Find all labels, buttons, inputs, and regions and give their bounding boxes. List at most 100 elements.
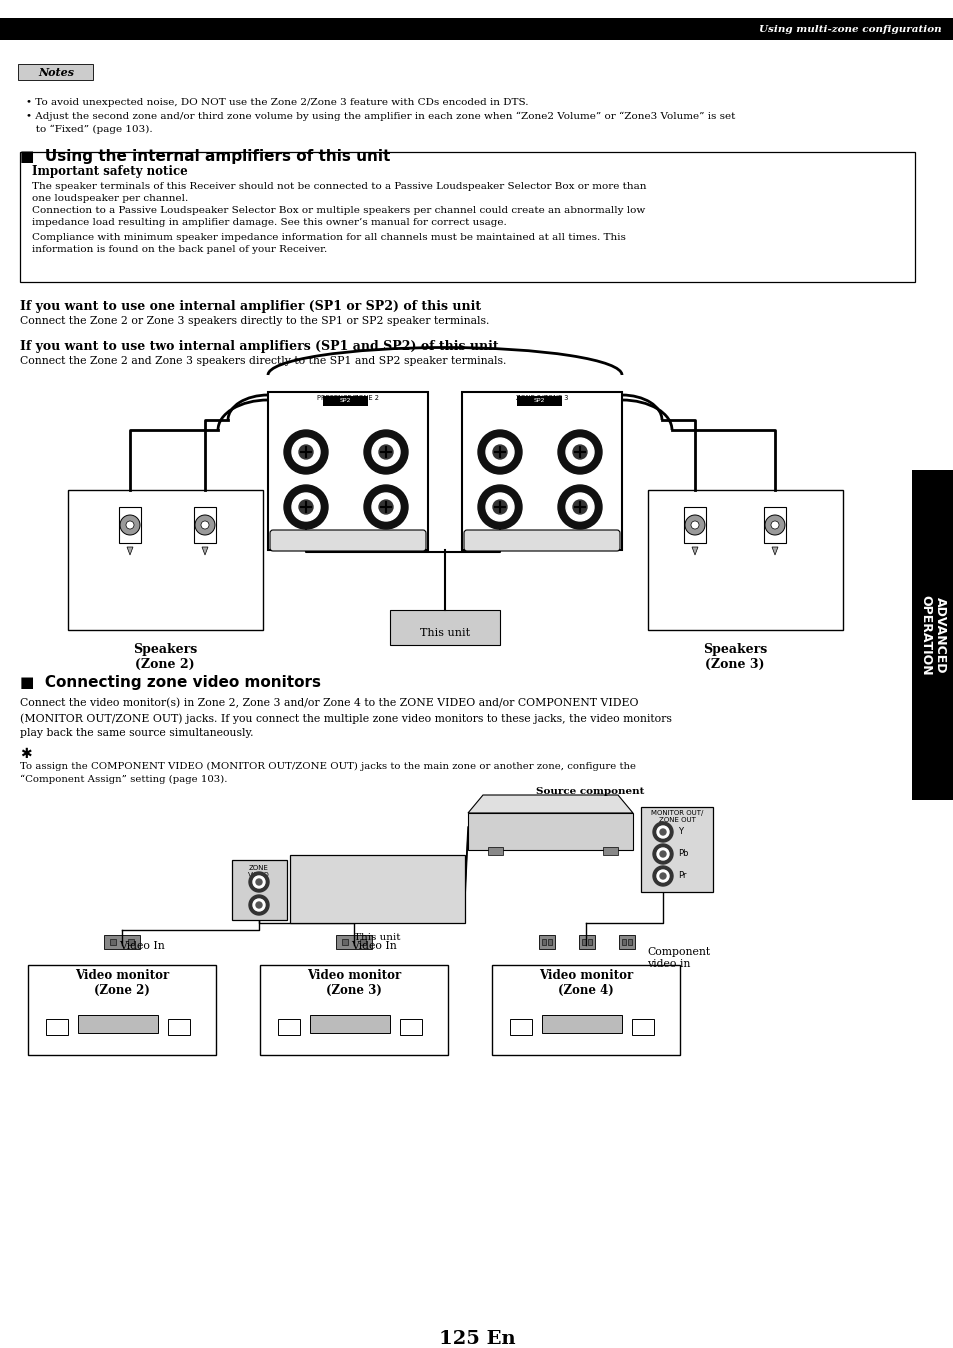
Circle shape bbox=[690, 520, 699, 528]
Circle shape bbox=[372, 438, 399, 466]
Circle shape bbox=[485, 438, 514, 466]
Circle shape bbox=[298, 500, 313, 514]
Circle shape bbox=[770, 520, 779, 528]
Circle shape bbox=[659, 874, 665, 879]
Text: Connection to a Passive Loudspeaker Selector Box or multiple speakers per channe: Connection to a Passive Loudspeaker Sele… bbox=[32, 206, 644, 214]
Text: information is found on the back panel of your Receiver.: information is found on the back panel o… bbox=[32, 245, 327, 253]
Bar bbox=[128, 940, 133, 945]
Circle shape bbox=[652, 844, 672, 864]
Text: Video In: Video In bbox=[351, 941, 396, 950]
Circle shape bbox=[493, 445, 506, 460]
Text: PRESENCE/ZONE 2: PRESENCE/ZONE 2 bbox=[316, 395, 378, 400]
Circle shape bbox=[652, 822, 672, 842]
Circle shape bbox=[493, 500, 506, 514]
Bar bbox=[119, 507, 141, 543]
Bar bbox=[581, 940, 585, 945]
Circle shape bbox=[292, 438, 319, 466]
Polygon shape bbox=[691, 547, 698, 555]
Text: one loudspeaker per channel.: one loudspeaker per channel. bbox=[32, 194, 188, 204]
Text: Connect the Zone 2 or Zone 3 speakers directly to the SP1 or SP2 speaker termina: Connect the Zone 2 or Zone 3 speakers di… bbox=[20, 315, 489, 326]
Polygon shape bbox=[468, 795, 633, 813]
Text: The speaker terminals of this Receiver should not be connected to a Passive Loud: The speaker terminals of this Receiver s… bbox=[32, 182, 646, 191]
Circle shape bbox=[253, 899, 265, 911]
Bar bbox=[390, 611, 499, 644]
Circle shape bbox=[659, 829, 665, 834]
Bar bbox=[517, 396, 561, 406]
Circle shape bbox=[477, 485, 521, 528]
Circle shape bbox=[249, 895, 269, 915]
Text: 125 En: 125 En bbox=[438, 1330, 515, 1348]
Bar bbox=[168, 1019, 190, 1035]
Text: Compliance with minimum speaker impedance information for all channels must be m: Compliance with minimum speaker impedanc… bbox=[32, 233, 625, 243]
Circle shape bbox=[249, 872, 269, 892]
Circle shape bbox=[573, 500, 586, 514]
Circle shape bbox=[565, 493, 594, 520]
Bar bbox=[78, 1015, 158, 1033]
Text: Using multi-zone configuration: Using multi-zone configuration bbox=[759, 24, 941, 34]
Bar bbox=[110, 940, 116, 945]
Circle shape bbox=[657, 826, 668, 838]
Circle shape bbox=[684, 515, 704, 535]
Bar bbox=[323, 396, 368, 406]
Text: Video monitor
(Zone 4): Video monitor (Zone 4) bbox=[538, 969, 633, 998]
Circle shape bbox=[659, 851, 665, 857]
Circle shape bbox=[485, 493, 514, 520]
Bar bbox=[627, 940, 631, 945]
Text: Speakers
(Zone 3): Speakers (Zone 3) bbox=[702, 643, 766, 671]
Bar bbox=[602, 847, 618, 855]
Text: This unit: This unit bbox=[354, 933, 400, 942]
Text: This unit: This unit bbox=[419, 628, 470, 638]
Bar bbox=[763, 507, 785, 543]
Circle shape bbox=[378, 445, 393, 460]
Circle shape bbox=[255, 902, 262, 909]
Circle shape bbox=[364, 430, 408, 474]
Bar bbox=[683, 507, 705, 543]
Text: • Adjust the second zone and/or third zone volume by using the amplifier in each: • Adjust the second zone and/or third zo… bbox=[26, 112, 735, 121]
Circle shape bbox=[194, 515, 214, 535]
Text: If you want to use one internal amplifier (SP1 or SP2) of this unit: If you want to use one internal amplifie… bbox=[20, 301, 480, 313]
Text: Video monitor
(Zone 2): Video monitor (Zone 2) bbox=[74, 969, 169, 998]
Bar bbox=[193, 507, 215, 543]
Text: to “Fixed” (page 103).: to “Fixed” (page 103). bbox=[26, 125, 152, 135]
Polygon shape bbox=[202, 547, 208, 555]
Circle shape bbox=[364, 485, 408, 528]
Text: “Component Assign” setting (page 103).: “Component Assign” setting (page 103). bbox=[20, 775, 227, 785]
Bar bbox=[640, 807, 712, 892]
Bar bbox=[232, 860, 287, 919]
Text: (MONITOR OUT/ZONE OUT) jacks. If you connect the multiple zone video monitors to: (MONITOR OUT/ZONE OUT) jacks. If you con… bbox=[20, 713, 671, 724]
Bar bbox=[335, 936, 372, 949]
Text: • To avoid unexpected noise, DO NOT use the Zone 2/Zone 3 feature with CDs encod: • To avoid unexpected noise, DO NOT use … bbox=[26, 98, 528, 106]
Circle shape bbox=[201, 520, 209, 528]
Bar bbox=[647, 491, 842, 630]
Bar bbox=[492, 965, 679, 1055]
Bar bbox=[18, 63, 92, 80]
Circle shape bbox=[372, 493, 399, 520]
Bar bbox=[399, 1019, 421, 1035]
Text: Source component: Source component bbox=[536, 787, 643, 797]
Polygon shape bbox=[771, 547, 778, 555]
Text: Important safety notice: Important safety notice bbox=[32, 164, 188, 178]
Text: Pr: Pr bbox=[678, 872, 686, 880]
Text: ■  Using the internal amplifiers of this unit: ■ Using the internal amplifiers of this … bbox=[20, 150, 390, 164]
Text: Video In: Video In bbox=[119, 941, 165, 950]
Circle shape bbox=[253, 876, 265, 888]
Text: Notes: Notes bbox=[38, 66, 74, 77]
Bar bbox=[20, 152, 914, 282]
Bar bbox=[510, 1019, 532, 1035]
Circle shape bbox=[298, 445, 313, 460]
Circle shape bbox=[284, 485, 328, 528]
Circle shape bbox=[126, 520, 133, 528]
Circle shape bbox=[657, 869, 668, 882]
Bar bbox=[587, 940, 592, 945]
Circle shape bbox=[477, 430, 521, 474]
Bar bbox=[538, 936, 555, 949]
Bar bbox=[621, 940, 625, 945]
Bar bbox=[541, 940, 545, 945]
Text: SP2: SP2 bbox=[339, 399, 351, 403]
Bar bbox=[618, 936, 635, 949]
Text: To assign the COMPONENT VIDEO (MONITOR OUT/ZONE OUT) jacks to the main zone or a: To assign the COMPONENT VIDEO (MONITOR O… bbox=[20, 762, 636, 771]
Polygon shape bbox=[127, 547, 132, 555]
Text: ■  Connecting zone video monitors: ■ Connecting zone video monitors bbox=[20, 675, 320, 690]
Text: MONITOR OUT/
ZONE OUT: MONITOR OUT/ ZONE OUT bbox=[650, 810, 702, 824]
Bar bbox=[547, 940, 552, 945]
